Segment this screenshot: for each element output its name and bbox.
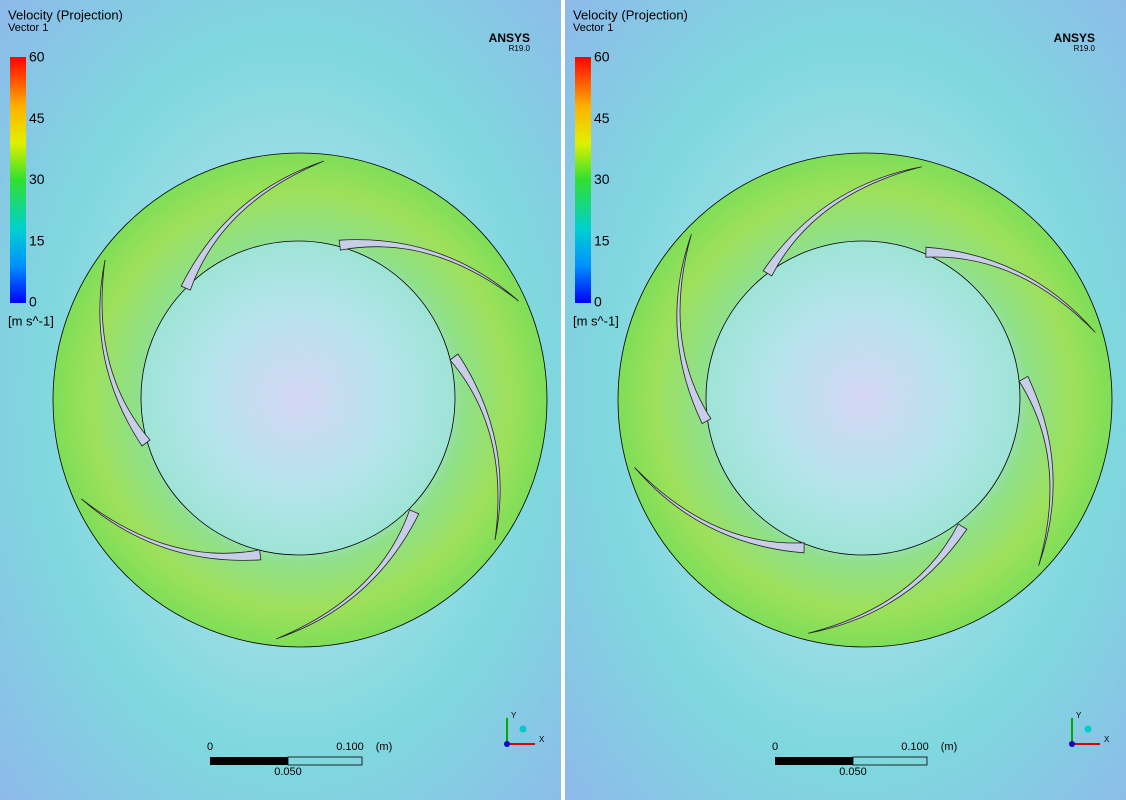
legend-tick-label: 60 bbox=[594, 49, 610, 65]
axis-z bbox=[1085, 726, 1092, 733]
brand: ANSYS bbox=[1054, 31, 1095, 45]
scale-unit: (m) bbox=[941, 741, 958, 753]
legend-subtitle: Vector 1 bbox=[573, 22, 613, 34]
axis-origin bbox=[504, 741, 510, 747]
simulation-panel: Velocity (Projection)Vector 1 60 45 30 15 0 [m… bbox=[0, 0, 561, 800]
legend-title: Velocity (Projection) bbox=[573, 7, 688, 22]
legend-unit: [m s^-1] bbox=[573, 313, 619, 328]
scale-bar-filled bbox=[775, 757, 853, 765]
color-bar bbox=[575, 57, 591, 303]
inner-region bbox=[706, 241, 1020, 555]
axis-x-label: X bbox=[1104, 735, 1110, 744]
scale-bar-filled bbox=[210, 757, 288, 765]
scale-mid: 0.050 bbox=[839, 766, 867, 778]
legend-tick-label: 15 bbox=[594, 232, 610, 248]
screenshot: Velocity (Projection)Vector 1604530150[m… bbox=[0, 0, 1126, 800]
legend-subtitle: Vector 1 bbox=[8, 22, 48, 34]
version: R19.0 bbox=[1074, 44, 1096, 53]
scale-start: 0 bbox=[207, 741, 213, 753]
legend-tick-label: 0 bbox=[29, 294, 37, 310]
axis-y-label: Y bbox=[511, 711, 517, 720]
legend-unit: [m s^-1] bbox=[8, 313, 54, 328]
brand: ANSYS bbox=[489, 31, 530, 45]
color-bar bbox=[10, 57, 26, 303]
axis-y-label: Y bbox=[1076, 711, 1082, 720]
scale-end: 0.100 bbox=[336, 741, 364, 753]
legend-tick-label: 45 bbox=[594, 110, 610, 126]
legend-tick-label: 0 bbox=[594, 294, 602, 310]
simulation-panel: Velocity (Projection)Vector 1 60 45 30 15 0 [m… bbox=[565, 0, 1126, 800]
legend-tick-label: 45 bbox=[29, 110, 45, 126]
axis-z bbox=[520, 726, 527, 733]
axis-x-label: X bbox=[539, 735, 545, 744]
legend-tick-label: 15 bbox=[29, 232, 45, 248]
scale-mid: 0.050 bbox=[274, 766, 302, 778]
scale-unit: (m) bbox=[376, 741, 393, 753]
scale-end: 0.100 bbox=[901, 741, 929, 753]
legend-tick-label: 60 bbox=[29, 49, 45, 65]
legend-title: Velocity (Projection) bbox=[8, 7, 123, 22]
legend-tick-label: 30 bbox=[29, 171, 45, 187]
scale-start: 0 bbox=[772, 741, 778, 753]
axis-origin bbox=[1069, 741, 1075, 747]
legend-tick-label: 30 bbox=[594, 171, 610, 187]
version: R19.0 bbox=[509, 44, 531, 53]
